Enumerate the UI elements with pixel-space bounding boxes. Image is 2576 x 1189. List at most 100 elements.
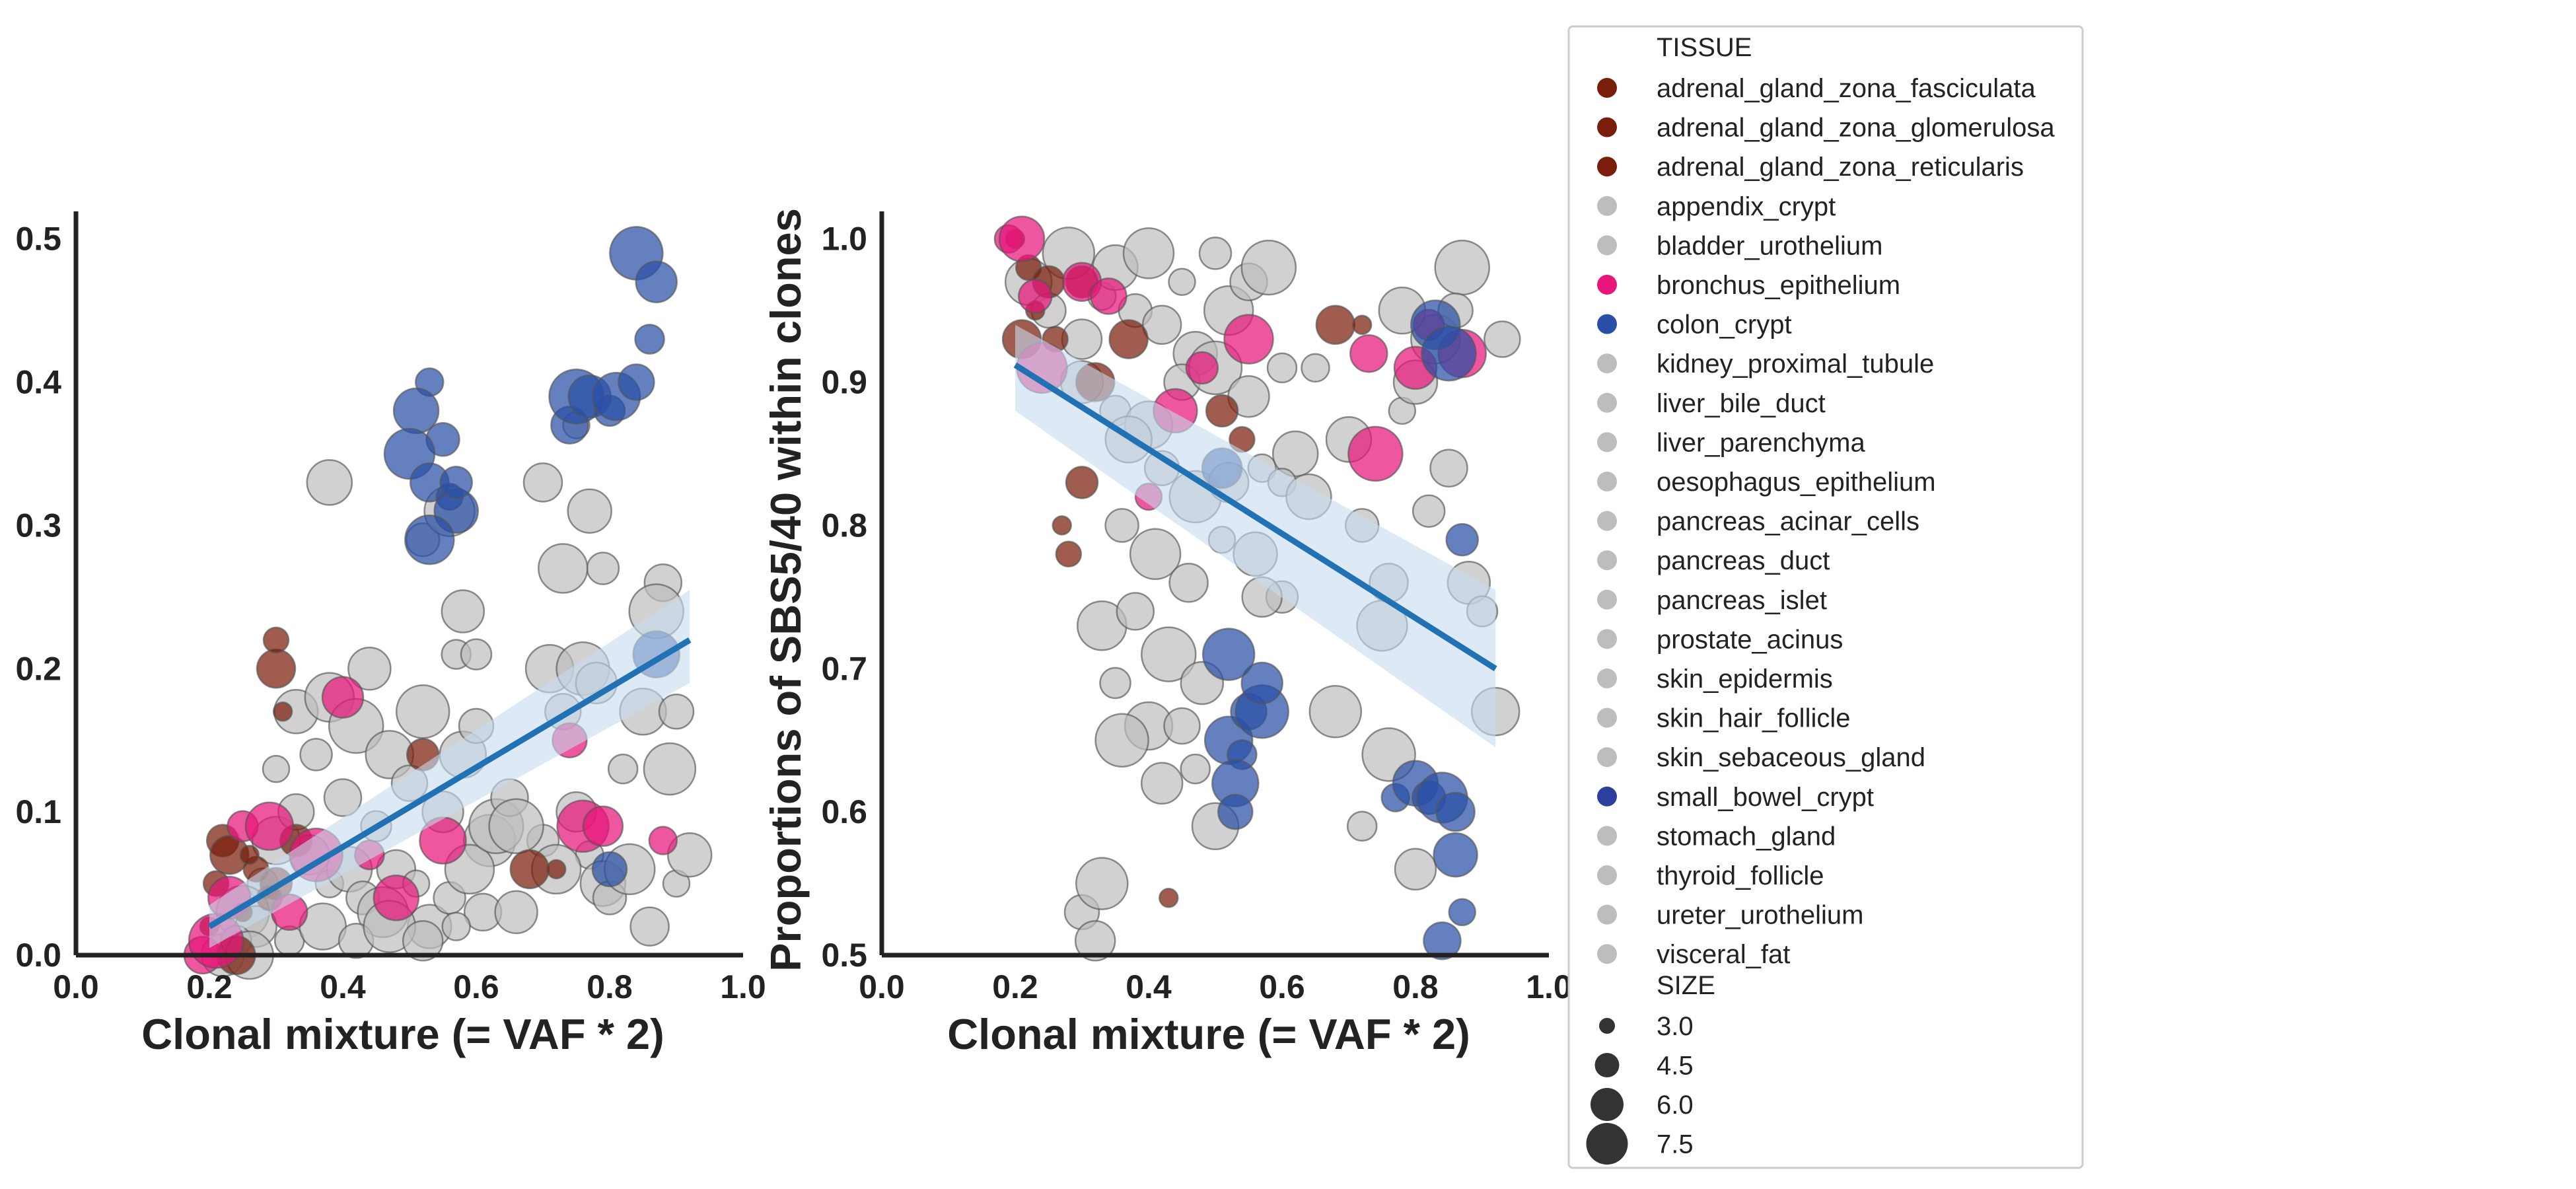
- data-point: [439, 466, 473, 499]
- data-point: [522, 462, 563, 503]
- data-point: [1394, 847, 1437, 891]
- legend-tissue-label: adrenal_gland_zona_reticularis: [1657, 153, 2024, 182]
- data-point: [262, 754, 291, 783]
- data-point: [1159, 888, 1179, 908]
- data-point: [1429, 449, 1468, 487]
- data-point: [1141, 626, 1197, 682]
- legend-tissue-label: kidney_proximal_tubule: [1657, 349, 1934, 378]
- data-point: [402, 920, 444, 962]
- legend-size-marker: [1586, 1123, 1628, 1165]
- data-point: [1271, 430, 1319, 478]
- x-axis-label: Clonal mixture (= VAF * 2): [141, 1010, 664, 1058]
- legend-size-label: 7.5: [1657, 1130, 1694, 1159]
- data-point: [998, 215, 1046, 262]
- data-point: [1423, 921, 1462, 960]
- data-point: [404, 514, 455, 565]
- legend-frame: [1567, 25, 2084, 1169]
- legend-tissue-label: small_bowel_crypt: [1657, 783, 1874, 812]
- x-tick-label: 0.4: [1126, 968, 1172, 1005]
- data-point: [1075, 857, 1129, 910]
- legend-marker: [1597, 747, 1617, 768]
- data-point: [1445, 522, 1479, 557]
- legend-marker: [1597, 786, 1617, 807]
- data-point: [618, 363, 655, 401]
- x-tick-label: 0.6: [453, 968, 499, 1005]
- data-point: [1094, 713, 1149, 768]
- data-point: [1349, 334, 1388, 373]
- data-point: [347, 647, 392, 691]
- data-point: [1301, 353, 1330, 383]
- legend-marker: [1597, 668, 1617, 688]
- legend-tissue-label: prostate_acinus: [1657, 625, 1843, 654]
- regression-line: [207, 637, 692, 929]
- data-point: [494, 890, 538, 935]
- data-point: [1347, 425, 1404, 482]
- x-tick-label: 0.2: [992, 968, 1038, 1005]
- data-point: [666, 832, 713, 878]
- y-tick-label: 0.8: [821, 507, 867, 544]
- data-point: [256, 649, 297, 689]
- y-tick-label: 0.7: [821, 650, 867, 687]
- data-point: [1168, 562, 1209, 603]
- data-point: [1180, 753, 1211, 785]
- legend-tissue-label: thyroid_follicle: [1657, 861, 1824, 890]
- data-point: [1129, 528, 1182, 581]
- legend-tissue-label: bronchus_epithelium: [1657, 271, 1900, 300]
- legend-marker: [1597, 353, 1617, 374]
- legend-size-label: 3.0: [1657, 1012, 1694, 1041]
- data-point: [546, 859, 567, 880]
- data-point: [244, 801, 295, 851]
- legend-tissue-label: liver_bile_duct: [1657, 389, 1826, 418]
- legend-tissue-label: oesophagus_epithelium: [1657, 468, 1936, 497]
- data-point: [1065, 466, 1099, 499]
- data-point: [488, 798, 544, 855]
- y-tick-label: 0.1: [15, 793, 61, 830]
- x-tick-label: 1.0: [1526, 968, 1572, 1005]
- data-point: [239, 844, 260, 865]
- data-point: [1055, 540, 1083, 568]
- data-point: [509, 849, 550, 890]
- data-point: [1412, 494, 1446, 528]
- legend-tissue-label: pancreas_duct: [1657, 546, 1830, 575]
- data-point: [1434, 239, 1490, 296]
- legend-marker: [1597, 235, 1617, 256]
- data-point: [1308, 685, 1363, 739]
- data-point: [1052, 515, 1072, 536]
- data-point: [460, 638, 493, 670]
- legend-marker: [1597, 78, 1617, 98]
- legend-tissue-title: TISSUE: [1657, 33, 1752, 62]
- legend-tissue-label: liver_parenchyma: [1657, 428, 1865, 457]
- y-tick-label: 0.5: [15, 221, 61, 258]
- data-point: [299, 738, 333, 772]
- x-tick-label: 0.2: [186, 968, 233, 1005]
- legend: TISSUE adrenal_gland_zona_fasciculataadr…: [1567, 25, 2084, 1169]
- data-point: [1140, 762, 1184, 805]
- data-point: [321, 676, 365, 719]
- legend-marker: [1597, 275, 1617, 295]
- data-point: [1168, 268, 1196, 296]
- data-point: [1122, 227, 1175, 279]
- x-tick-label: 0.4: [320, 968, 366, 1005]
- y-tick-label: 0.3: [15, 507, 61, 544]
- legend-tissue-label: pancreas_islet: [1657, 586, 1827, 615]
- right-scatter-panel: 0.0 0.2 0.4 0.6 0.8 1.0 0.5 0.6 0.7 0.8 0.9 1.0 Clon…: [762, 208, 1572, 1058]
- legend-tissue-label: pancreas_acinar_cells: [1657, 507, 1919, 536]
- data-point: [323, 778, 363, 817]
- x-tick-label: 0.0: [53, 968, 99, 1005]
- legend-tissue-label: skin_hair_follicle: [1657, 704, 1850, 733]
- legend-marker: [1597, 589, 1617, 610]
- data-point: [1108, 319, 1149, 359]
- y-tick-label: 0.5: [821, 937, 867, 974]
- legend-tissue-label: stomach_gland: [1657, 822, 1836, 851]
- regression-ci-band: [1015, 324, 1496, 748]
- data-point: [643, 742, 697, 796]
- data-point: [395, 684, 450, 739]
- legend-tissue-label: adrenal_gland_zona_fasciculata: [1657, 74, 2036, 103]
- data-point: [1240, 661, 1283, 705]
- data-point: [1484, 320, 1521, 358]
- legend-tissue-label: skin_sebaceous_gland: [1657, 743, 1925, 772]
- data-point: [441, 589, 485, 633]
- data-point: [1163, 707, 1201, 745]
- data-point: [373, 875, 420, 921]
- y-tick-label: 0.4: [15, 364, 61, 401]
